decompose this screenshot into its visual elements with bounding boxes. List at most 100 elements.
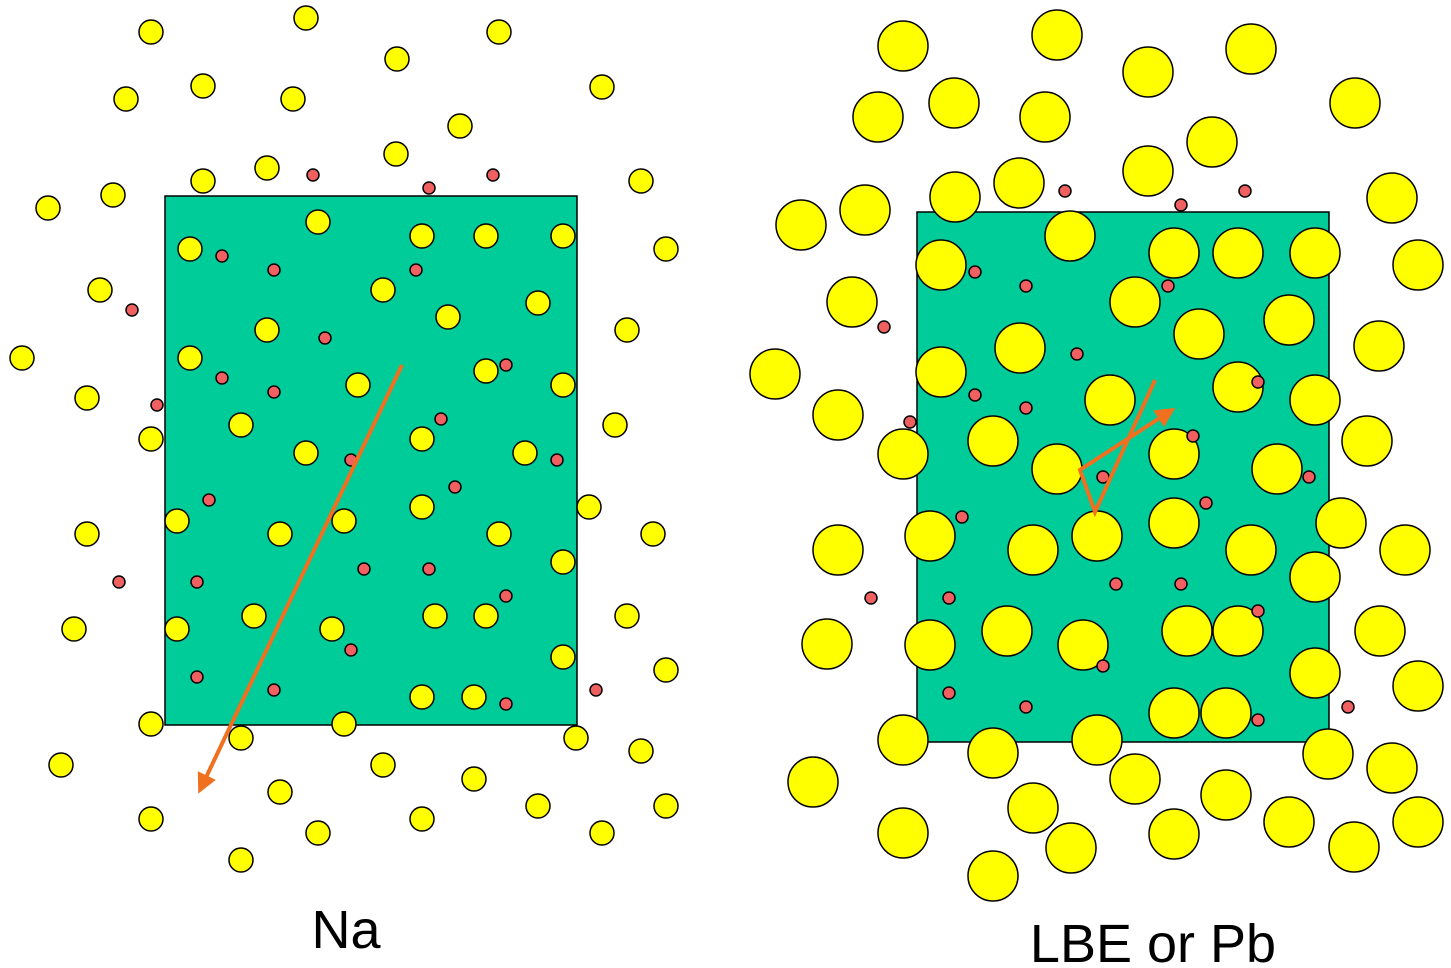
lead-atom <box>1032 10 1082 60</box>
small-particle <box>151 399 163 411</box>
small-particle <box>1020 701 1032 713</box>
diagram: Na LBE or Pb <box>0 0 1451 968</box>
sodium-atom <box>191 74 215 98</box>
lead-atom <box>1342 416 1392 466</box>
small-particle <box>500 698 512 710</box>
small-particle <box>551 454 563 466</box>
small-particle <box>423 563 435 575</box>
lead-atom <box>1290 552 1340 602</box>
sodium-atom <box>346 373 370 397</box>
sodium-atom <box>526 794 550 818</box>
small-particle <box>1252 605 1264 617</box>
small-particle <box>1342 701 1354 713</box>
small-particle <box>1252 376 1264 388</box>
lead-atom <box>1329 822 1379 872</box>
sodium-atom <box>551 373 575 397</box>
sodium-atom <box>294 441 318 465</box>
lead-atom <box>840 185 890 235</box>
lead-atom <box>1046 823 1096 873</box>
sodium-atom <box>242 604 266 628</box>
sodium-atom <box>551 645 575 669</box>
small-particle <box>1239 185 1251 197</box>
sodium-atom <box>294 6 318 30</box>
sodium-atom <box>615 318 639 342</box>
lead-atom <box>1367 743 1417 793</box>
lead-atom <box>930 172 980 222</box>
small-particle <box>126 304 138 316</box>
lead-atom <box>776 200 826 250</box>
lead-atom <box>1316 498 1366 548</box>
small-particle <box>203 494 215 506</box>
sodium-atom <box>320 617 344 641</box>
sodium-atom <box>641 522 665 546</box>
lead-atom <box>1085 375 1135 425</box>
sodium-atom <box>629 169 653 193</box>
sodium-atom <box>410 495 434 519</box>
sodium-atom <box>462 767 486 791</box>
lead-atom <box>1149 688 1199 738</box>
sodium-atom <box>178 346 202 370</box>
small-particle <box>943 592 955 604</box>
sodium-atom <box>229 726 253 750</box>
lead-atom <box>1213 228 1263 278</box>
small-particle <box>1200 497 1212 509</box>
sodium-atom <box>487 20 511 44</box>
lead-atom <box>995 323 1045 373</box>
lead-atom <box>1393 797 1443 847</box>
lead-atom <box>1226 24 1276 74</box>
small-particle <box>268 264 280 276</box>
sodium-atom <box>615 604 639 628</box>
lead-atom <box>1380 525 1430 575</box>
lead-atom <box>994 158 1044 208</box>
lead-atom <box>827 277 877 327</box>
lead-atom <box>1110 277 1160 327</box>
lead-atom <box>750 349 800 399</box>
sodium-atom <box>10 346 34 370</box>
small-particle <box>268 386 280 398</box>
sodium-atom <box>564 726 588 750</box>
lead-atom <box>1149 498 1199 548</box>
small-particle <box>969 389 981 401</box>
small-particle <box>956 511 968 523</box>
lead-atom <box>1264 797 1314 847</box>
small-particle <box>865 592 877 604</box>
lead-atom <box>878 715 928 765</box>
sodium-atom <box>178 237 202 261</box>
sodium-atom <box>487 522 511 546</box>
sodium-atom <box>191 169 215 193</box>
lead-atom <box>1303 729 1353 779</box>
small-particle <box>191 671 203 683</box>
sodium-atom <box>551 550 575 574</box>
sodium-atom <box>75 386 99 410</box>
sodium-atom <box>474 359 498 383</box>
small-particle <box>113 576 125 588</box>
lead-atom <box>1290 375 1340 425</box>
small-particle <box>1187 430 1199 442</box>
lead-atom <box>878 429 928 479</box>
sodium-atom <box>75 522 99 546</box>
sodium-atom <box>603 413 627 437</box>
sodium-atom <box>88 278 112 302</box>
sodium-atom <box>384 142 408 166</box>
sodium-atom <box>165 617 189 641</box>
sodium-atom <box>654 237 678 261</box>
sodium-atom <box>255 156 279 180</box>
small-particle <box>191 576 203 588</box>
lead-atom <box>813 525 863 575</box>
small-particle <box>435 413 447 425</box>
sodium-atom <box>410 807 434 831</box>
lead-atom <box>1354 321 1404 371</box>
sodium-atom <box>629 739 653 763</box>
small-particle <box>216 372 228 384</box>
sodium-atom <box>436 305 460 329</box>
sodium-atom <box>229 848 253 872</box>
sodium-atom <box>229 413 253 437</box>
lead-atom <box>1290 648 1340 698</box>
sodium-atom <box>590 75 614 99</box>
small-particle <box>319 332 331 344</box>
sodium-atom <box>654 794 678 818</box>
lead-atom <box>1264 295 1314 345</box>
sodium-atom <box>114 87 138 111</box>
small-particle <box>1071 348 1083 360</box>
sodium-atom <box>410 427 434 451</box>
